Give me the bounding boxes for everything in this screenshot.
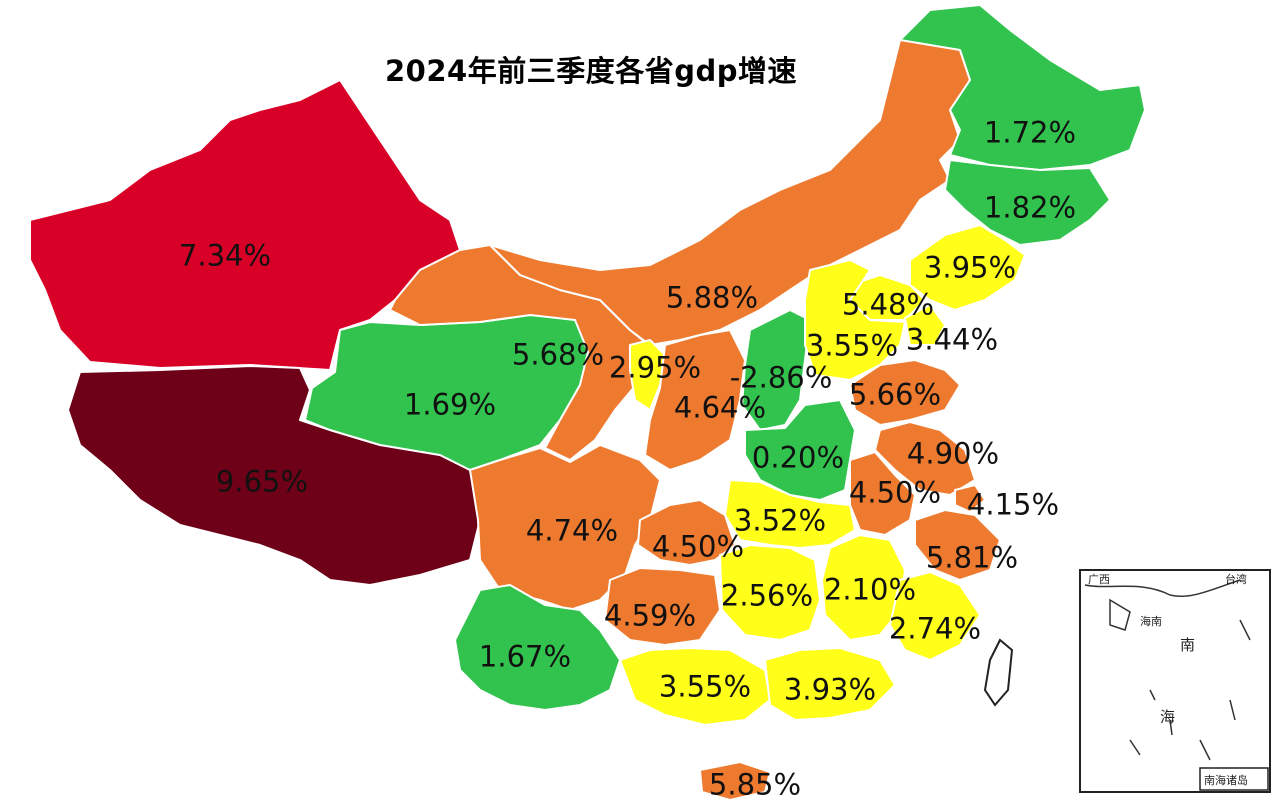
region-label: 0.20%	[751, 440, 845, 475]
region-label: 3.55%	[805, 328, 899, 363]
region-label: 4.64%	[673, 390, 767, 425]
region-label: -2.86%	[729, 360, 833, 395]
region-liaoning	[909, 224, 1026, 311]
region-label: 1.67%	[478, 639, 572, 674]
region-label: 4.50%	[848, 475, 942, 510]
region-label: 5.68%	[511, 337, 605, 372]
region-hainan	[699, 761, 771, 800]
region-tibet	[67, 365, 481, 586]
region-label: 2.74%	[888, 611, 982, 646]
region-guizhou	[604, 567, 721, 646]
region-heilongjiang	[899, 4, 1146, 171]
region-hubei	[724, 479, 856, 549]
region-shandong	[849, 359, 961, 426]
region-label: 4.15%	[966, 487, 1060, 522]
region-label: 3.52%	[733, 503, 827, 538]
region-shanghai	[954, 484, 986, 513]
region-label: 4.90%	[906, 436, 1000, 471]
inset-label-guangxi: 广西	[1088, 573, 1110, 586]
inset-label-taiwan: 台湾	[1225, 572, 1247, 586]
region-xinjiang	[29, 79, 461, 371]
region-label: 2.95%	[608, 350, 702, 385]
map-title: 2024年前三季度各省gdp增速	[385, 54, 797, 88]
region-label: 5.66%	[848, 377, 942, 412]
region-label: 5.48%	[841, 287, 935, 322]
region-tianjin	[904, 304, 946, 346]
taiwan-outline	[983, 638, 1014, 707]
region-label: 3.55%	[658, 669, 752, 704]
inset-label-nan: 南	[1180, 636, 1195, 654]
region-label: 7.34%	[178, 238, 272, 273]
region-zhejiang	[914, 509, 1001, 581]
south-china-sea-inset: 广西 台湾 海南 南 海 南海诸岛	[1079, 569, 1271, 793]
region-henan	[744, 399, 856, 501]
region-sichuan	[469, 444, 661, 611]
region-label: 4.74%	[525, 513, 619, 548]
region-guangdong	[764, 647, 896, 721]
region-label: 4.59%	[603, 598, 697, 633]
inset-title: 南海诸岛	[1204, 773, 1248, 787]
region-label: 4.50%	[651, 529, 745, 564]
region-label: 3.93%	[783, 672, 877, 707]
region-anhui	[849, 451, 916, 536]
inset-label-hai: 海	[1160, 708, 1175, 726]
region-yunnan	[454, 584, 621, 711]
region-label: 5.88%	[665, 280, 759, 315]
region-label: 2.56%	[720, 578, 814, 613]
region-label: 5.85%	[708, 767, 802, 802]
region-label: 3.95%	[923, 250, 1017, 285]
region-label: 1.82%	[983, 190, 1077, 225]
region-hebei	[804, 259, 906, 381]
region-shaanxi	[644, 329, 746, 471]
region-label: 1.69%	[403, 387, 497, 422]
region-shanxi	[741, 309, 811, 431]
region-fujian	[889, 571, 981, 661]
inset-label-hainan: 海南	[1140, 614, 1162, 628]
region-label: 1.72%	[983, 115, 1077, 150]
region-ningxia	[629, 339, 666, 411]
region-label: 3.44%	[905, 322, 999, 357]
region-label: 5.81%	[925, 540, 1019, 575]
region-jilin	[944, 159, 1111, 246]
region-label: 9.65%	[215, 464, 309, 499]
region-label: 2.10%	[823, 572, 917, 607]
region-hunan	[719, 544, 821, 641]
